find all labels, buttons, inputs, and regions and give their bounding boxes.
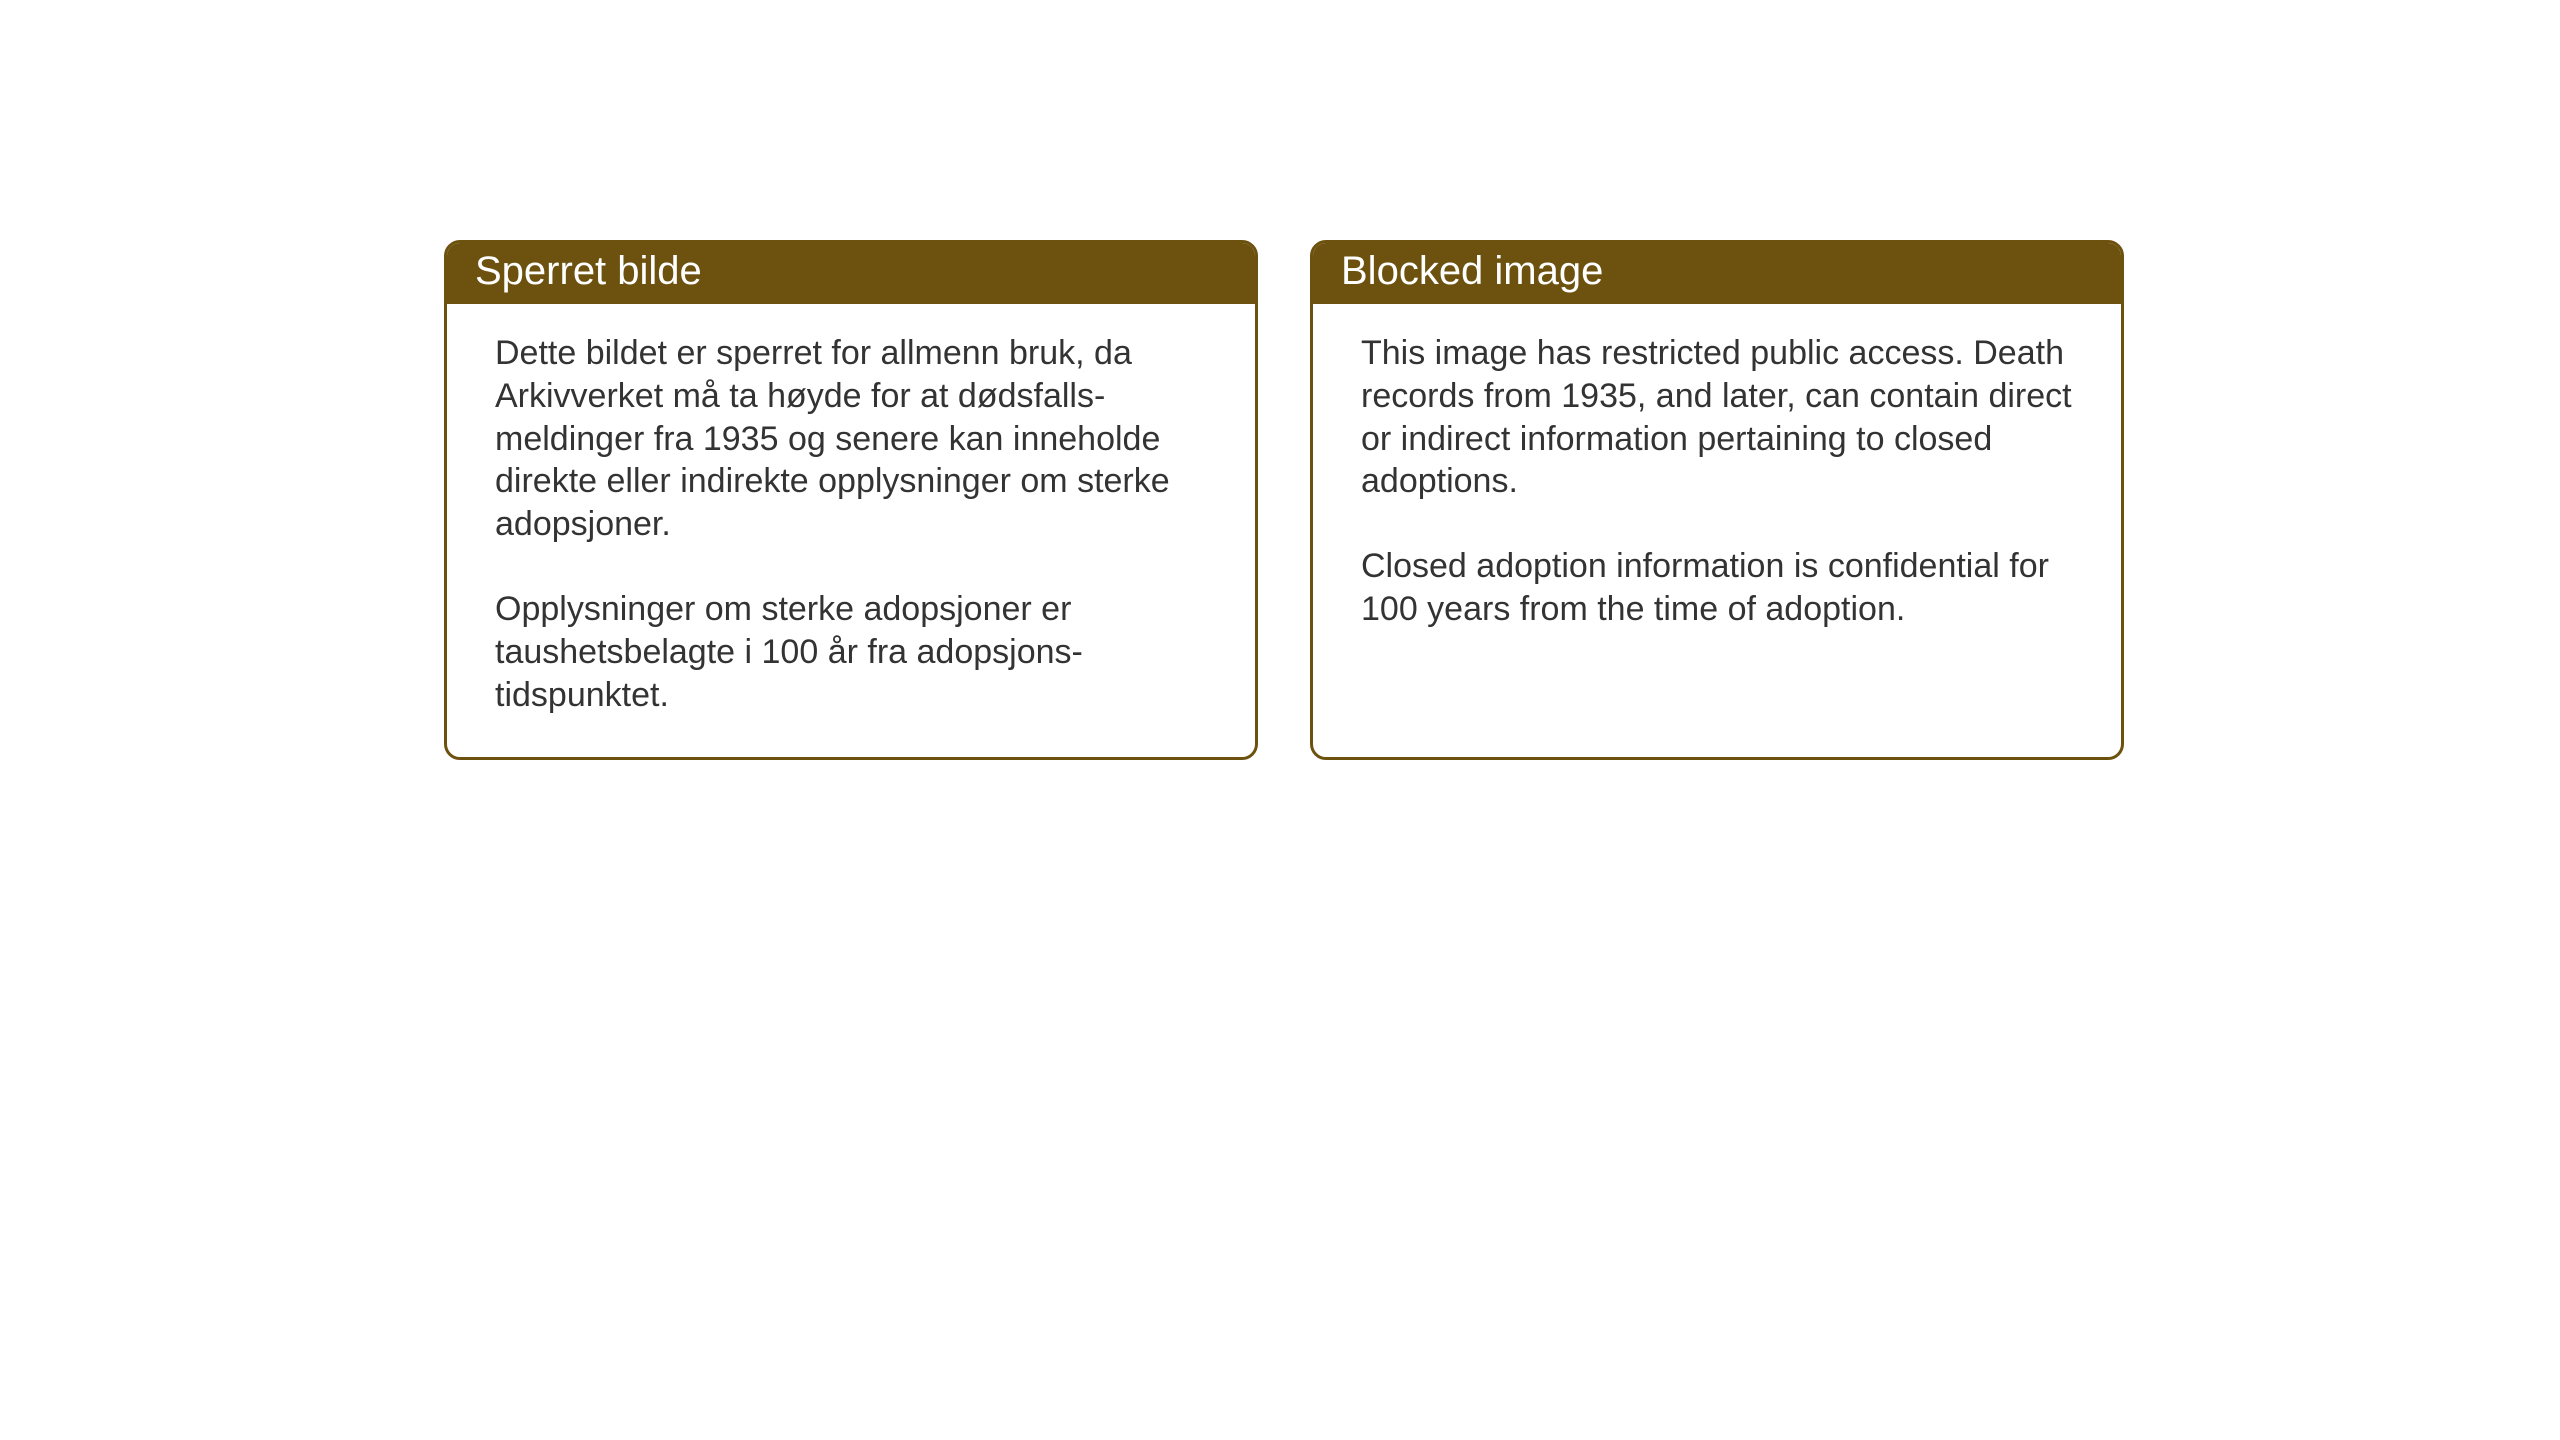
card-title: Sperret bilde: [475, 249, 702, 293]
card-paragraph: This image has restricted public access.…: [1361, 332, 2073, 503]
card-paragraph: Closed adoption information is confident…: [1361, 545, 2073, 631]
card-header: Sperret bilde: [447, 243, 1255, 304]
notice-card-english: Blocked image This image has restricted …: [1310, 240, 2124, 760]
notice-card-norwegian: Sperret bilde Dette bildet er sperret fo…: [444, 240, 1258, 760]
card-body: This image has restricted public access.…: [1313, 304, 2121, 752]
card-header: Blocked image: [1313, 243, 2121, 304]
notice-container: Sperret bilde Dette bildet er sperret fo…: [0, 0, 2560, 760]
card-paragraph: Opplysninger om sterke adopsjoner er tau…: [495, 588, 1207, 716]
card-paragraph: Dette bildet er sperret for allmenn bruk…: [495, 332, 1207, 546]
card-title: Blocked image: [1341, 249, 1603, 293]
card-body: Dette bildet er sperret for allmenn bruk…: [447, 304, 1255, 757]
